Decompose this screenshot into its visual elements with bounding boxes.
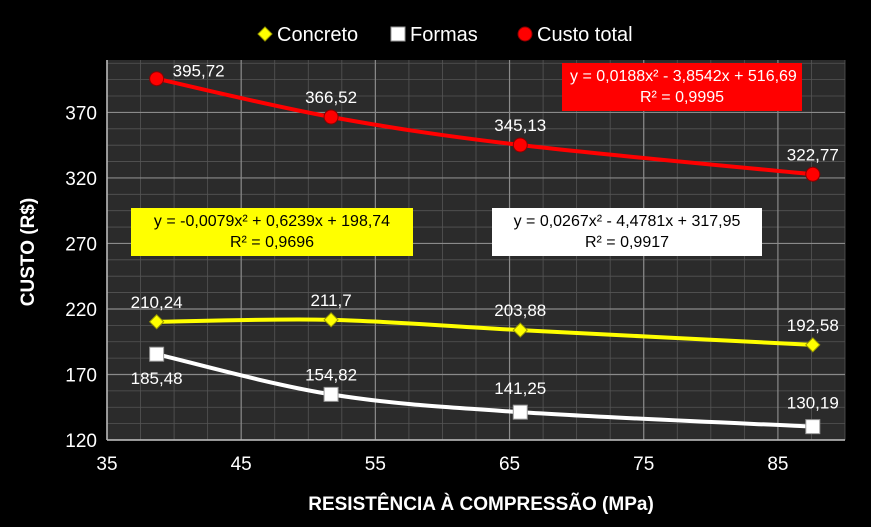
circle-marker-shape bbox=[517, 26, 533, 42]
data-point bbox=[148, 314, 165, 330]
circle-marker-shape bbox=[805, 166, 821, 182]
square-marker-shape bbox=[390, 26, 406, 42]
y-tick-label: 120 bbox=[65, 431, 97, 452]
series-line bbox=[156, 317, 813, 347]
data-label: 345,13 bbox=[494, 116, 546, 135]
data-label: 141,25 bbox=[494, 379, 546, 398]
legend-item-formas: Formas bbox=[390, 24, 478, 46]
square-marker-shape bbox=[323, 386, 339, 402]
data-label: 322,77 bbox=[787, 145, 839, 164]
data-point bbox=[805, 419, 821, 435]
y-axis-label: CUSTO (R$) bbox=[18, 198, 39, 306]
data-point bbox=[323, 109, 339, 125]
series-line bbox=[156, 76, 813, 177]
y-tick-label: 270 bbox=[65, 234, 97, 255]
equation-text: y = -0,0079x² + 0,6239x + 198,74 bbox=[153, 213, 391, 230]
x-tick-label: 35 bbox=[96, 454, 117, 475]
y-tick-label: 170 bbox=[65, 365, 97, 386]
equation-text: y = 0,0188x² - 3,8542x + 516,69 bbox=[570, 68, 797, 85]
data-point bbox=[512, 404, 528, 420]
circle-marker-shape bbox=[323, 109, 339, 125]
x-tick-label: 65 bbox=[499, 454, 520, 475]
axes: 35 45 55 65 75 85 120 170 220 270 320 370 bbox=[65, 60, 845, 475]
diamond-marker-shape bbox=[323, 312, 339, 328]
square-marker-shape bbox=[805, 419, 821, 435]
diamond-marker-shape bbox=[805, 337, 821, 353]
circle-marker-shape bbox=[512, 137, 528, 153]
legend-square-icon bbox=[390, 26, 406, 42]
data-label: 203,88 bbox=[494, 301, 546, 320]
data-label: 154,82 bbox=[305, 365, 357, 384]
x-tick-label: 45 bbox=[231, 454, 252, 475]
legend-label: Formas bbox=[410, 24, 478, 46]
data-point bbox=[512, 137, 528, 153]
r-squared-text: R² = 0,9995 bbox=[639, 89, 725, 106]
circle-marker-shape bbox=[149, 71, 165, 87]
legend-label: Custo total bbox=[537, 24, 633, 46]
data-label: 366,52 bbox=[305, 88, 357, 107]
y-tick-label: 320 bbox=[65, 169, 97, 190]
data-point bbox=[512, 322, 528, 338]
data-point bbox=[805, 166, 821, 182]
trendline-equation-concreto: y = -0,0079x² + 0,6239x + 198,74 R² = 0,… bbox=[131, 208, 413, 256]
legend-item-custo-total: Custo total bbox=[517, 24, 633, 46]
series-custo-total: 395,72 366,52 345,13 322,77 bbox=[149, 62, 839, 182]
square-marker-shape bbox=[149, 346, 165, 362]
x-tick-label: 55 bbox=[365, 454, 386, 475]
data-label: 130,19 bbox=[787, 394, 839, 413]
diamond-marker-shape bbox=[257, 26, 273, 42]
x-tick-label: 85 bbox=[767, 454, 788, 475]
legend-label: Concreto bbox=[277, 24, 358, 46]
data-point bbox=[323, 386, 339, 402]
data-label: 185,48 bbox=[131, 369, 183, 388]
trendline-equation-custo-total: y = 0,0188x² - 3,8542x + 516,69 R² = 0,9… bbox=[562, 63, 802, 111]
series-concreto: 210,24 211,7 203,88 192,58 bbox=[131, 291, 839, 353]
data-label: 395,72 bbox=[173, 62, 225, 81]
r-squared-text: R² = 0,9696 bbox=[229, 234, 315, 251]
diamond-marker-shape bbox=[512, 322, 528, 338]
data-label: 192,58 bbox=[787, 316, 839, 335]
data-label: 210,24 bbox=[131, 293, 183, 312]
x-axis-label: RESISTÊNCIA À COMPRESSÃO (MPa) bbox=[308, 493, 654, 515]
legend: Concreto Formas Custo total bbox=[257, 24, 633, 46]
y-tick-label: 370 bbox=[65, 103, 97, 124]
series-line bbox=[156, 352, 813, 429]
series-layer: 210,24 211,7 203,88 192,58 185,48 154,82 141,2… bbox=[131, 62, 839, 435]
diamond-marker-shape bbox=[148, 314, 165, 330]
series-formas: 185,48 154,82 141,25 130,19 bbox=[131, 346, 839, 435]
y-tick-label: 220 bbox=[65, 300, 97, 321]
x-tick-label: 75 bbox=[633, 454, 654, 475]
legend-diamond-icon bbox=[257, 26, 273, 42]
data-point bbox=[323, 312, 339, 328]
data-label: 211,7 bbox=[310, 291, 351, 310]
trendline-equation-formas: y = 0,0267x² - 4,4781x + 317,95 R² = 0,9… bbox=[492, 208, 762, 256]
data-point bbox=[805, 337, 821, 353]
legend-circle-icon bbox=[517, 26, 533, 42]
data-point bbox=[149, 71, 165, 87]
equation-text: y = 0,0267x² - 4,4781x + 317,95 bbox=[513, 213, 741, 230]
legend-item-concreto: Concreto bbox=[257, 24, 358, 46]
r-squared-text: R² = 0,9917 bbox=[584, 234, 670, 251]
data-point bbox=[149, 346, 165, 362]
square-marker-shape bbox=[512, 404, 528, 420]
